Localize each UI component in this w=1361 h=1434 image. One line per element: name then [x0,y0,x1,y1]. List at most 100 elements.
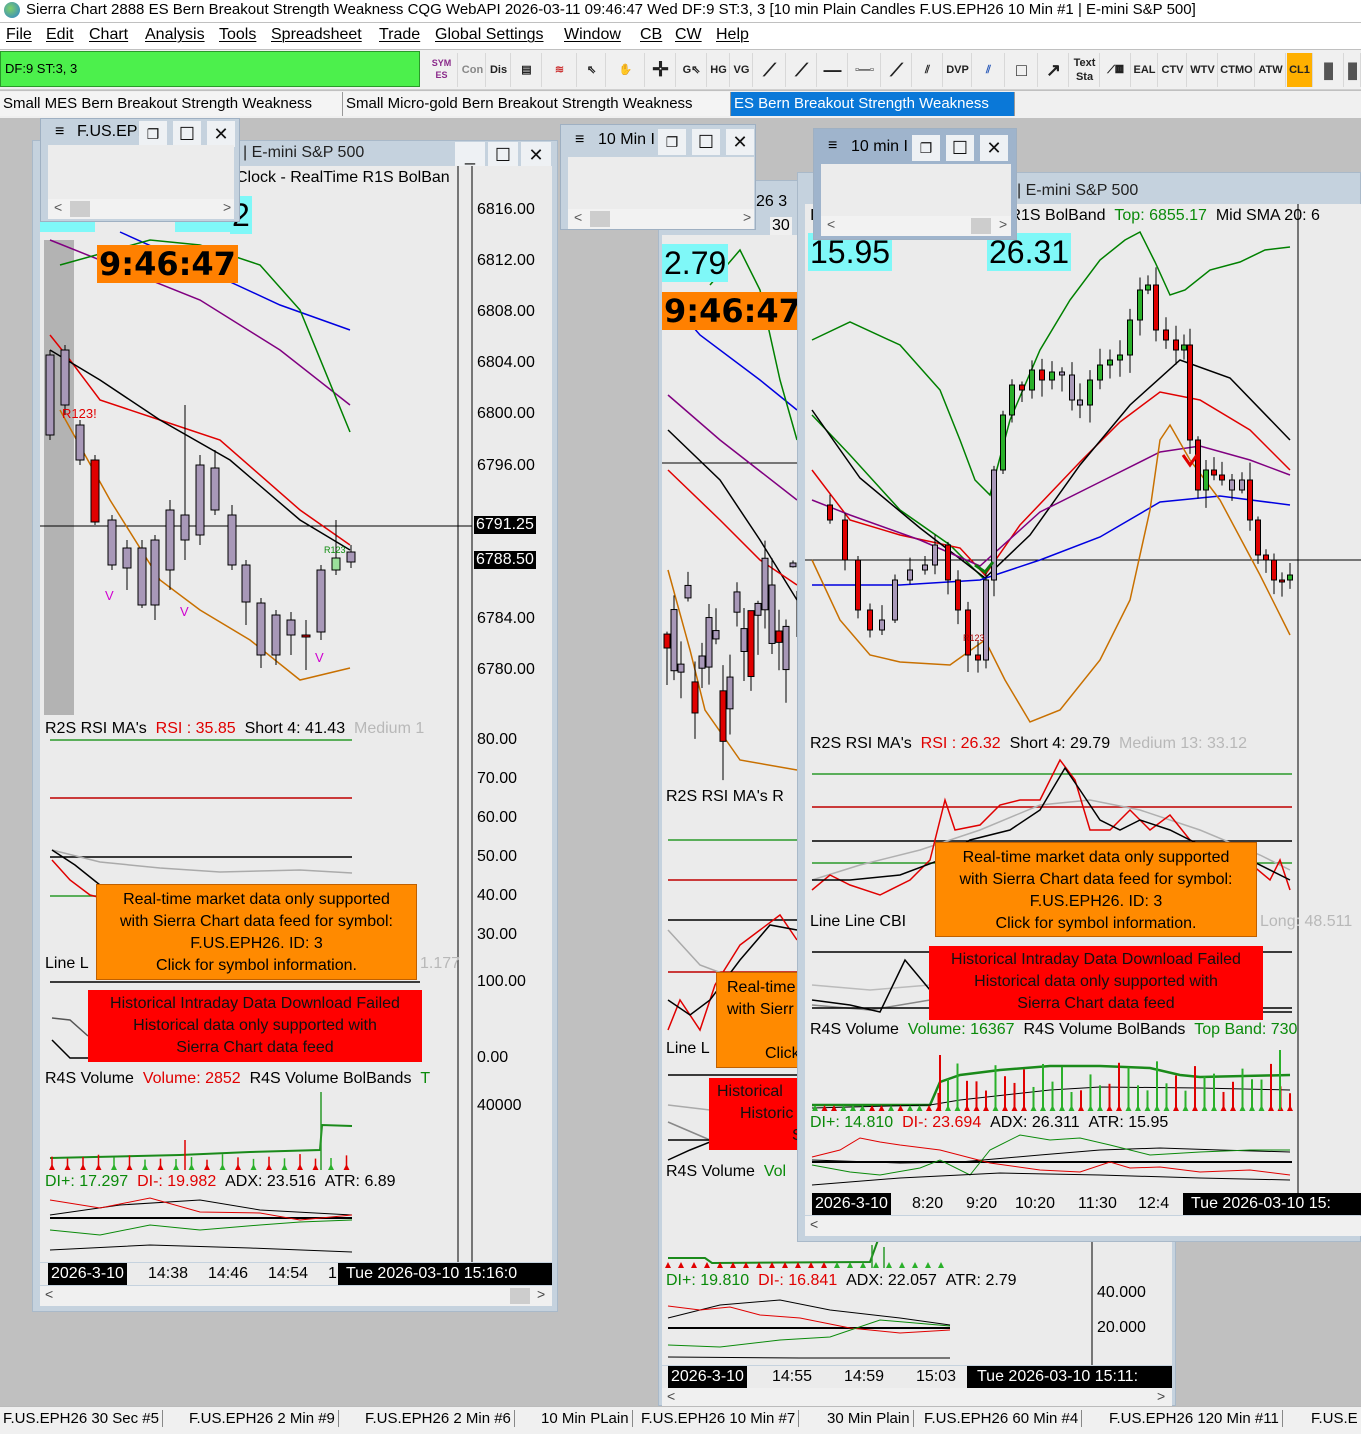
candle-body [45,354,55,436]
maximize-button[interactable]: ☐ [946,135,974,161]
close-button[interactable]: ✕ [521,142,551,168]
rectangle-icon[interactable]: □ [1006,53,1038,87]
crosshair-icon[interactable]: ✛ [646,53,676,87]
vg-button[interactable]: VG [731,53,753,87]
menu-cw[interactable]: CW [675,26,702,43]
menu-global-settings[interactable]: Global Settings [435,26,544,43]
menu-chart[interactable]: Chart [89,26,129,43]
eal-button[interactable]: EAL [1132,53,1158,87]
volume-marker [912,1262,918,1268]
close-button[interactable]: ✕ [726,129,754,155]
window-menu-icon[interactable]: ≡ [828,137,838,154]
symbol-search-button[interactable]: SYM ES [426,53,458,87]
minimized-window-left[interactable]: ≡ F.US.EPI ❐ ☐ ✕ < > [40,118,240,222]
status-tab[interactable]: F.US.EPH26 60 Min #4 [921,1410,1083,1427]
scroll-right-icon[interactable]: > [1157,1388,1166,1404]
hg-button[interactable]: HG [708,53,730,87]
blue-ma-line [812,495,1291,586]
extended-line-icon[interactable]: ⟋ [882,53,912,87]
status-tab[interactable]: 10 Min PLain [538,1410,633,1427]
scroll-thumb[interactable] [70,201,90,217]
chart-settings-icon[interactable]: ▤ [512,53,542,87]
calculator-icon[interactable]: ⟋▦ [1101,53,1131,87]
scroll-left-icon[interactable]: < [45,1286,54,1302]
menu-edit[interactable]: Edit [46,26,74,43]
global-crosshair-icon[interactable]: G⇖ [677,53,707,87]
arrow-icon[interactable]: ↗ [1039,53,1069,87]
window-menu-icon[interactable]: ≡ [575,131,585,148]
scroll-thumb[interactable] [971,218,991,234]
right-chart-plot[interactable] [805,204,1361,1194]
minimized-window-middle[interactable]: ≡ 10 Min I ❐ ☐ ✕ < > [560,124,756,230]
left-horizontal-scrollbar[interactable]: < > [40,1286,552,1306]
ray-tool-icon[interactable]: ⟋ [787,53,817,87]
realtime-data-message-partial[interactable]: Real-time with Sierr Click [716,972,806,1068]
study-lines-icon[interactable]: ≋ [543,53,577,87]
menu-trade[interactable]: Trade [379,26,421,43]
status-tab[interactable]: F.US.EPH26 2 Min #6 [362,1410,515,1427]
tab-small-micro-gold[interactable]: Small Micro-gold Bern Breakout Strength … [343,92,731,116]
scroll-right-icon[interactable]: > [537,1286,546,1302]
close-button[interactable]: ✕ [207,121,235,147]
maximize-button[interactable]: ☐ [692,129,720,155]
realtime-data-message[interactable]: Real-time market data only supported with… [96,884,417,980]
menu-window[interactable]: Window [564,26,621,43]
status-tab[interactable]: F.US.EPH26 30 Sec #5 [0,1410,163,1427]
horizontal-ray-icon[interactable]: ▫—▫ [849,53,881,87]
historical-download-failed-message[interactable]: Historical Intraday Data Download Failed… [88,990,422,1062]
minimized-window-right[interactable]: ≡ 10 min I ❐ ☐ ✕ < > [813,128,1017,240]
wtv-button[interactable]: WTV [1188,53,1218,87]
document-icon[interactable]: ▮ [1314,53,1344,87]
realtime-data-message[interactable]: Real-time market data only supported with… [935,842,1257,937]
pointer-icon[interactable]: ⇖ [578,53,606,87]
window-menu-icon[interactable]: ≡ [55,123,65,140]
tab-small-mes[interactable]: Small MES Bern Breakout Strength Weaknes… [0,92,343,116]
scroll-thumb[interactable] [590,211,610,227]
menu-tools[interactable]: Tools [219,26,257,43]
right-horizontal-scrollbar[interactable]: < [805,1216,1361,1236]
left-chart-plot[interactable] [40,166,552,1262]
connect-button[interactable]: Con [460,53,486,87]
restore-button[interactable]: ❐ [139,121,167,147]
cl1-button[interactable]: CL1 [1287,53,1313,87]
text-tool-button[interactable]: Text Sta [1070,53,1100,87]
data-feed-status[interactable]: DF:9 ST:3, 3 [0,51,420,87]
menu-spreadsheet[interactable]: Spreadsheet [271,26,362,43]
close-button[interactable]: ✕ [980,135,1008,161]
status-tab[interactable]: 30 Min Plain [824,1410,914,1427]
minimized-scrollbar[interactable]: < > [568,209,754,229]
ctv-button[interactable]: CTV [1159,53,1187,87]
minimized-scrollbar[interactable]: < > [48,199,234,219]
parallel-lines-icon[interactable]: ⫽ [973,53,1005,87]
menu-file[interactable]: File [6,26,32,43]
status-tab[interactable]: F.US.E [1311,1410,1358,1427]
menu-analysis[interactable]: Analysis [145,26,205,43]
scroll-left-icon[interactable]: < [667,1388,676,1404]
line-tool-icon[interactable]: ⟋ [754,53,786,87]
document-icon-2[interactable]: ▮ [1345,53,1361,87]
scroll-thumb[interactable] [510,1288,530,1304]
historical-download-failed-message[interactable]: Historical Intraday Data Download Failed… [929,946,1263,1020]
status-tab[interactable]: F.US.EPH26 10 Min #7 [638,1410,800,1427]
middle-horizontal-scrollbar[interactable]: < > [662,1388,1172,1406]
restore-button[interactable]: ❐ [912,135,940,161]
minimized-scrollbar[interactable]: < > [821,216,1011,236]
atw-button[interactable]: ATW [1256,53,1286,87]
fibonacci-icon[interactable]: ⫽ [913,53,943,87]
maximize-button[interactable]: ☐ [173,121,201,147]
horizontal-line-icon[interactable]: — [818,53,848,87]
disconnect-button[interactable]: Dis [487,53,511,87]
ctmo-button[interactable]: CTMO [1219,53,1255,87]
status-tab[interactable]: F.US.EPH26 120 Min #11 [1106,1410,1283,1427]
restore-button[interactable]: ❐ [658,129,686,155]
menu-cb[interactable]: CB [640,26,663,43]
status-tab[interactable]: F.US.EPH26 2 Min #9 [186,1410,339,1427]
historical-message-partial[interactable]: Historical Historic S [709,1078,804,1150]
menu-help[interactable]: Help [716,26,749,43]
dvp-button[interactable]: DVP [944,53,972,87]
minimize-button[interactable]: _ [455,142,485,168]
hand-pan-icon[interactable]: ✋ [607,53,645,87]
scroll-left-icon[interactable]: < [810,1216,819,1232]
tab-es-bern[interactable]: ES Bern Breakout Strength Weakness [731,92,1015,116]
maximize-button[interactable]: ☐ [488,142,518,168]
